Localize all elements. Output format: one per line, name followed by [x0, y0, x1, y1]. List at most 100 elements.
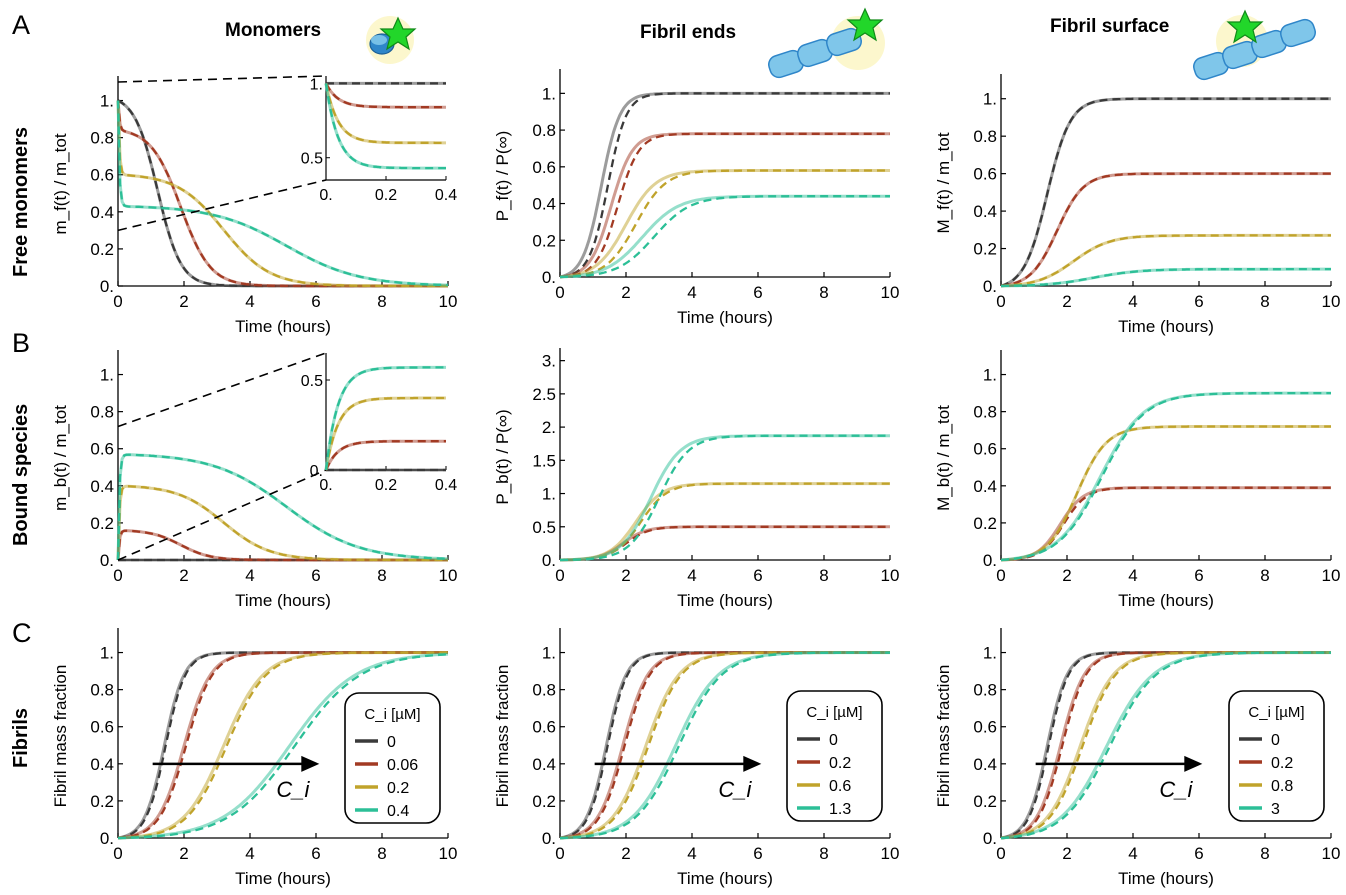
x-axis-label: Time (hours) — [235, 317, 331, 336]
zoom-guide-line — [117, 179, 327, 232]
x-tick-label: 10 — [1322, 566, 1341, 585]
inset-x-tick-label: 0.4 — [435, 187, 457, 204]
x-tick-label: 10 — [881, 844, 900, 863]
legend-title: C_i [µM] — [364, 706, 420, 723]
x-axis-label: Time (hours) — [677, 869, 773, 888]
column-title-monomers: Monomers — [225, 20, 322, 41]
y-tick-label: 0.8 — [532, 121, 556, 140]
x-tick-label: 0 — [555, 566, 564, 585]
inset-series-teal-dashed-line — [324, 83, 446, 170]
x-tick-label: 10 — [439, 292, 458, 311]
arrow-label: C_i — [1159, 777, 1193, 802]
fibril-bead — [1280, 18, 1316, 48]
inset-y-tick-label: 0.5 — [301, 151, 323, 168]
series-teal-dashed-line — [560, 434, 890, 562]
legend-entry-label: 0.2 — [387, 780, 409, 797]
x-tick-label: 0 — [555, 844, 564, 863]
inset-series-red-dashed-line — [324, 82, 446, 109]
x-tick-label: 10 — [881, 566, 900, 585]
legend-entry-label: 0 — [387, 734, 396, 751]
y-tick-label: 0.4 — [90, 755, 114, 774]
y-tick-label: 0. — [100, 829, 114, 848]
y-axis-label: P_f(t) / P(∞) — [493, 131, 512, 222]
y-tick-label: 0.4 — [532, 755, 556, 774]
x-tick-label: 6 — [753, 283, 762, 302]
panel-letter-b: B — [12, 328, 31, 358]
zoom-guide-line — [117, 469, 327, 561]
x-tick-label: 2 — [621, 566, 630, 585]
fibril-surface-icon — [1193, 9, 1316, 81]
legend-entry-label: 0.2 — [1271, 755, 1293, 772]
legend-entry-label: 0.06 — [387, 757, 418, 774]
inset-x-tick-label: 0. — [319, 187, 332, 204]
panel-letter-a: A — [12, 10, 31, 40]
x-tick-label: 6 — [311, 844, 320, 863]
x-tick-label: 8 — [1260, 844, 1269, 863]
legend-entry-label: 0.4 — [387, 803, 409, 820]
y-tick-label: 0.8 — [90, 129, 114, 148]
x-tick-label: 2 — [621, 844, 630, 863]
inset-x-tick-label: 0.4 — [435, 477, 457, 494]
y-tick-label: 0.6 — [973, 718, 997, 737]
x-tick-label: 10 — [439, 566, 458, 585]
inset-y-tick-label: 0.5 — [301, 373, 323, 390]
y-tick-label: 0.8 — [973, 681, 997, 700]
inset-x-tick-label: 0.2 — [375, 187, 397, 204]
x-tick-label: 4 — [1128, 844, 1137, 863]
y-tick-label: 0.4 — [973, 755, 997, 774]
legend-entry-label: 0 — [1271, 732, 1280, 749]
x-tick-label: 0 — [996, 844, 1005, 863]
inset-series-red-dashed-line — [324, 440, 446, 471]
y-tick-label: 0. — [983, 829, 997, 848]
column-title-fibril-ends: Fibril ends — [640, 22, 737, 43]
x-tick-label: 8 — [377, 566, 386, 585]
y-tick-label: 0.6 — [90, 166, 114, 185]
y-tick-label: 1. — [983, 90, 997, 109]
x-tick-label: 8 — [819, 844, 828, 863]
x-axis-label: Time (hours) — [1118, 869, 1214, 888]
series-teal-dashed-line — [118, 653, 449, 840]
fibril-end-icon — [768, 7, 885, 79]
x-tick-label: 2 — [621, 283, 630, 302]
y-tick-label: 0.6 — [973, 165, 997, 184]
y-tick-label: 2. — [542, 418, 556, 437]
x-tick-label: 10 — [1322, 292, 1341, 311]
inset-series-gold-dashed-line — [324, 396, 446, 471]
star-marker-icon — [379, 16, 417, 51]
inset-x-tick-label: 0. — [319, 477, 332, 494]
star-marker-icon — [1226, 9, 1264, 44]
x-tick-label: 0 — [113, 292, 122, 311]
y-tick-label: 0.8 — [532, 681, 556, 700]
series-gold-dashed-line — [116, 485, 448, 562]
y-tick-label: 1. — [542, 84, 556, 103]
y-axis-label: Fibril mass fraction — [51, 665, 70, 808]
x-tick-label: 0 — [113, 844, 122, 863]
y-tick-label: 1. — [542, 644, 556, 663]
series-red-dashed-line — [116, 100, 448, 288]
y-tick-label: 0. — [100, 551, 114, 570]
x-tick-label: 0 — [555, 283, 564, 302]
y-tick-label: 1. — [542, 485, 556, 504]
y-tick-label: 0.2 — [973, 240, 997, 259]
y-tick-label: 1.5 — [532, 451, 556, 470]
series-red-dashed-line — [1000, 486, 1331, 562]
y-tick-label: 0.2 — [90, 514, 114, 533]
y-tick-label: 0.5 — [532, 518, 556, 537]
y-tick-label: 0. — [542, 551, 556, 570]
x-axis-label: Time (hours) — [235, 591, 331, 610]
arrow-head-icon — [743, 755, 762, 772]
y-tick-label: 0.4 — [532, 195, 556, 214]
x-tick-label: 0 — [996, 292, 1005, 311]
y-tick-label: 1. — [100, 366, 114, 385]
x-tick-label: 6 — [1194, 844, 1203, 863]
y-tick-label: 0.4 — [973, 202, 997, 221]
x-tick-label: 2 — [1062, 844, 1071, 863]
y-axis-label: m_b(t) / m_tot — [51, 405, 70, 511]
y-tick-label: 1. — [983, 366, 997, 385]
x-tick-label: 8 — [377, 292, 386, 311]
